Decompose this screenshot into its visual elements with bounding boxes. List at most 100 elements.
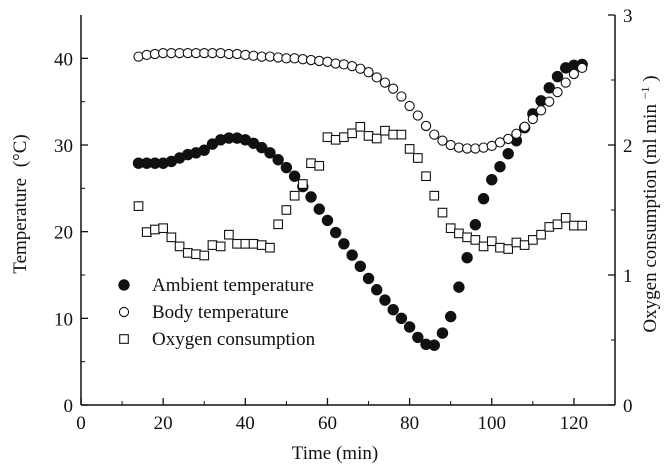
data-point [329,226,342,239]
data-point [569,220,579,231]
right-y-tick-label: 2 [623,136,633,157]
data-point [412,110,423,121]
data-point [511,128,522,139]
data-point [330,134,341,145]
data-point [265,242,275,253]
data-point [133,201,144,211]
x-axis-label: Time (min) [292,443,378,464]
data-point [519,240,530,250]
left-y-tick-label: 30 [54,136,73,157]
data-point [503,244,514,254]
series-open-circle [133,47,588,154]
data-point [551,70,564,83]
data-point [437,135,448,146]
data-point [568,68,580,80]
data-point [388,129,399,140]
right-y-tick-label: 3 [623,6,633,27]
right-y-axis-label: Oxygen consumption (ml min −1 ) [633,75,661,332]
data-point [396,129,407,140]
legend: Ambient temperature Body temperature Oxyge… [118,275,316,350]
data-point [412,153,423,163]
data-point [436,327,449,339]
legend-label: Body temperature [152,302,289,323]
data-point [371,284,383,296]
data-point [338,59,350,70]
x-tick-label: 0 [76,413,86,434]
data-point [338,238,350,250]
left-y-tick-label: 20 [54,223,73,244]
data-point [536,229,546,240]
right-y-axis-label-exponent: −1 [638,87,652,100]
data-point [437,207,448,218]
data-point [362,272,375,285]
data-point [272,154,284,166]
x-tick-label: 80 [400,413,419,434]
data-point [346,249,358,261]
data-point [182,248,193,258]
data-point [207,240,218,250]
left-y-axis-label-unit: (°C) [10,134,31,167]
data-point [544,96,555,107]
data-point [198,144,210,156]
data-point [256,240,267,250]
left-y-tick-label: 10 [54,309,73,330]
data-point [305,191,317,203]
x-tick-label: 20 [154,413,173,434]
data-point [552,86,563,98]
data-point [421,171,431,182]
data-point [232,238,242,249]
legend-label: Oxygen consumption [152,329,316,350]
data-point [453,281,465,293]
data-point [577,220,587,231]
data-point [387,303,399,316]
data-point [535,105,547,116]
data-point [215,241,226,252]
data-point [503,133,514,145]
data-point [158,223,169,234]
data-point [420,120,432,132]
data-point [133,51,144,62]
data-point [264,147,276,159]
legend-label: Ambient temperature [152,275,314,296]
data-point [429,190,440,201]
data-point [404,144,415,154]
data-point [289,190,300,201]
left-y-axis-ticks: 0 10 20 30 40 [54,49,88,417]
data-point [396,91,407,102]
right-y-tick-label: 0 [623,396,633,417]
data-point [544,222,555,232]
data-point [314,160,325,171]
data-point [429,129,440,140]
data-point [354,260,367,273]
right-y-axis-label-text: Oxygen consumption (ml min [640,104,661,333]
data-point [470,235,481,245]
data-point [494,160,506,173]
x-tick-label: 60 [318,413,337,434]
data-point [462,232,472,243]
data-point [379,77,391,88]
x-axis-ticks: 0 20 40 60 80 100 120 [76,398,588,434]
x-tick-label: 120 [560,413,589,434]
data-point [166,232,177,243]
data-point [576,62,588,74]
data-point [199,250,210,261]
data-point [363,131,374,141]
data-point [297,179,308,189]
data-point [395,312,408,325]
data-point [428,339,440,351]
data-point [371,72,382,83]
data-point [519,121,530,132]
data-point [404,100,415,112]
data-point [322,132,333,143]
data-point [256,141,268,154]
data-point [191,249,201,260]
series-layer [132,47,588,351]
legend-marker [119,334,129,344]
data-point [240,238,251,249]
data-point [560,77,571,88]
data-point [412,331,424,344]
data-point [224,229,234,240]
data-point [388,83,399,94]
data-point [502,147,514,160]
